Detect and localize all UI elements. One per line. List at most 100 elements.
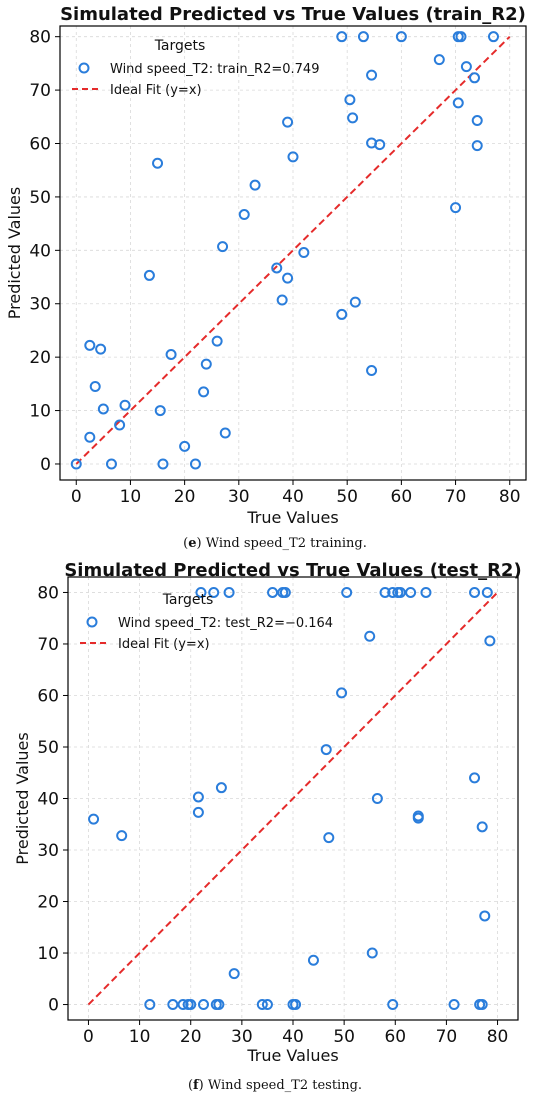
data-point <box>357 31 369 43</box>
train-scatter-chart: 0 10 20 30 40 50 60 70 80 0 10 20 30 40 50 60 70 80 Simula… <box>5 4 527 527</box>
data-point <box>84 431 96 443</box>
data-point <box>119 399 131 411</box>
data-point <box>450 202 462 214</box>
data-point <box>479 910 491 922</box>
data-point <box>471 140 483 152</box>
data-point <box>271 262 283 274</box>
legend-label-ideal: Ideal Fit (y=x) <box>110 83 202 98</box>
data-point <box>152 157 164 169</box>
data-point <box>290 999 302 1011</box>
x-tick-label: 20 <box>174 487 196 507</box>
data-point <box>208 586 220 598</box>
data-point <box>267 586 279 598</box>
chart-panel-test: 0 10 20 30 40 50 60 70 80 0 10 20 30 40 50 60 70 80 Simula… <box>0 550 550 1101</box>
data-point <box>167 999 179 1011</box>
chart-title: Simulated Predicted vs True Values (test… <box>64 560 521 581</box>
legend-label-points: Wind speed_T2: train_R2=0.749 <box>110 62 319 77</box>
train-caption: (e) Wind speed_T2 training. <box>183 536 367 551</box>
y-tick-label: 80 <box>29 28 51 48</box>
data-point <box>366 69 378 81</box>
data-point <box>395 31 407 43</box>
y-tick-label: 0 <box>40 455 51 475</box>
data-point <box>256 999 268 1011</box>
data-point <box>215 782 227 794</box>
data-point <box>336 31 348 43</box>
chart-title: Simulated Predicted vs True Values (trai… <box>60 4 526 25</box>
legend-title: Targets <box>154 38 206 54</box>
test-scatter-chart: 0 10 20 30 40 50 60 70 8001020304050607080Simula… <box>13 560 522 1065</box>
y-tick-label: 60 <box>37 686 59 706</box>
legend-title: Targets <box>162 592 214 608</box>
x-tick-label: 40 <box>282 487 304 507</box>
data-point <box>177 999 189 1011</box>
legend-marker-points <box>86 616 98 628</box>
data-point <box>144 999 156 1011</box>
x-tick-label: 60 <box>384 1027 406 1047</box>
data-point <box>116 830 128 842</box>
data-point <box>84 339 96 351</box>
data-point <box>195 586 207 598</box>
x-tick-label: 20 <box>180 1027 202 1047</box>
legend-label-ideal: Ideal Fit (y=x) <box>118 637 210 652</box>
data-point <box>165 348 177 360</box>
data-point <box>89 381 101 393</box>
data-point <box>336 308 348 320</box>
data-point <box>282 272 294 284</box>
y-tick-label: 20 <box>29 348 51 368</box>
data-point <box>420 586 432 598</box>
data-point <box>189 458 201 470</box>
data-point <box>157 458 169 470</box>
y-tick-label: 30 <box>29 295 51 315</box>
y-tick-label: 60 <box>29 135 51 155</box>
x-tick-label: 10 <box>120 487 142 507</box>
x-tick-label: 10 <box>129 1027 151 1047</box>
x-tick-label: 40 <box>282 1027 304 1047</box>
y-axis-label: Predicted Values <box>13 732 32 864</box>
y-tick-label: 40 <box>29 241 51 261</box>
data-point <box>471 115 483 127</box>
data-point <box>476 821 488 833</box>
data-point <box>213 999 225 1011</box>
data-point <box>364 630 376 642</box>
x-tick-label: 70 <box>445 487 467 507</box>
data-point <box>455 31 467 43</box>
data-point <box>217 241 229 253</box>
test-caption-letter: f <box>193 1078 199 1093</box>
data-point <box>336 687 348 699</box>
y-tick-label: 0 <box>48 996 59 1016</box>
chart-panel-train: 0 10 20 30 40 50 60 70 80 0 10 20 30 40 50 60 70 80 Simula… <box>0 0 550 551</box>
x-tick-label: 80 <box>499 487 521 507</box>
data-point <box>211 335 223 347</box>
y-tick-label: 30 <box>37 841 59 861</box>
y-tick-label: 40 <box>37 790 59 810</box>
data-point <box>192 806 204 818</box>
x-tick-label: 60 <box>391 487 413 507</box>
data-point <box>105 458 117 470</box>
data-point <box>349 296 361 308</box>
data-point <box>344 94 356 106</box>
x-tick-label: 0 <box>83 1027 94 1047</box>
data-point <box>70 458 82 470</box>
data-point <box>481 586 493 598</box>
data-point <box>88 813 100 825</box>
x-tick-label: 30 <box>228 487 250 507</box>
data-point <box>487 31 499 43</box>
test-caption: (f) Wind speed_T2 testing. <box>187 1078 363 1093</box>
x-tick-label: 0 <box>71 487 82 507</box>
data-point <box>452 97 464 109</box>
x-tick-label: 50 <box>333 1027 355 1047</box>
train-caption-letter: e <box>188 536 197 551</box>
data-point <box>276 294 288 306</box>
data-point <box>249 179 261 191</box>
ideal-fit-line <box>87 591 499 1006</box>
data-point <box>460 61 472 73</box>
test-caption-text: Wind speed_T2 testing. <box>207 1078 363 1093</box>
data-point <box>219 427 231 439</box>
data-point <box>114 419 126 431</box>
data-point <box>341 586 353 598</box>
data-point <box>484 635 496 647</box>
data-point <box>95 343 107 355</box>
legend-label-points: Wind speed_T2: test_R2=−0.164 <box>118 616 333 631</box>
train-caption-text: Wind speed_T2 training. <box>205 536 367 551</box>
y-tick-label: 10 <box>29 402 51 422</box>
